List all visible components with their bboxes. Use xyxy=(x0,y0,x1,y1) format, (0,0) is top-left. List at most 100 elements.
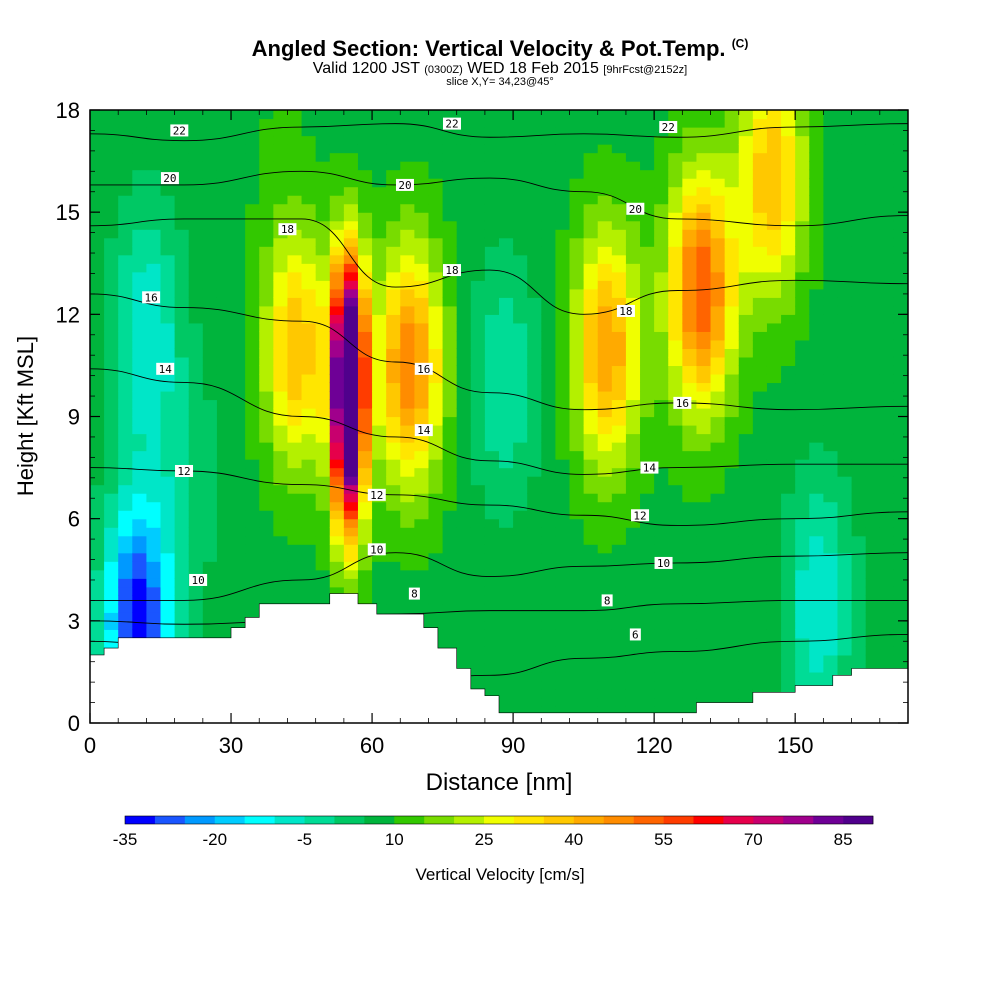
velocity-cell xyxy=(372,246,387,256)
velocity-cell xyxy=(569,152,585,162)
velocity-cell xyxy=(752,654,768,665)
velocity-cell xyxy=(823,305,839,315)
velocity-cell xyxy=(132,271,148,281)
velocity-cell xyxy=(513,688,528,699)
velocity-cell xyxy=(104,203,119,213)
velocity-cell xyxy=(273,271,289,281)
velocity-cell xyxy=(357,237,373,247)
velocity-cell xyxy=(640,305,655,315)
velocity-cell xyxy=(823,561,839,571)
velocity-cell xyxy=(851,288,867,298)
velocity-cell xyxy=(823,459,839,469)
velocity-cell xyxy=(893,629,908,639)
velocity-cell xyxy=(231,356,246,367)
velocity-cell xyxy=(738,569,754,579)
velocity-cell xyxy=(823,220,839,230)
velocity-cell xyxy=(456,561,472,571)
velocity-cell xyxy=(287,322,303,332)
velocity-cell xyxy=(386,229,401,239)
velocity-cell xyxy=(456,390,472,401)
velocity-cell xyxy=(879,271,895,281)
velocity-cell xyxy=(273,169,289,179)
velocity-cell xyxy=(597,246,613,256)
velocity-cell xyxy=(640,271,655,281)
velocity-cell xyxy=(174,178,190,188)
velocity-cell xyxy=(357,152,373,162)
velocity-cell xyxy=(611,144,627,154)
velocity-cell xyxy=(696,382,712,392)
velocity-cell xyxy=(851,442,867,452)
velocity-cell xyxy=(527,254,542,264)
velocity-cell xyxy=(752,535,768,545)
velocity-cell xyxy=(823,450,839,460)
velocity-cell xyxy=(879,390,895,401)
velocity-cell xyxy=(104,322,119,332)
velocity-cell xyxy=(442,569,458,579)
velocity-cell xyxy=(301,331,317,341)
velocity-cell xyxy=(851,501,867,511)
velocity-cell xyxy=(823,527,839,537)
velocity-cell xyxy=(809,637,824,647)
velocity-cell xyxy=(513,178,528,188)
velocity-cell xyxy=(640,135,655,145)
velocity-cell xyxy=(865,220,881,230)
velocity-cell xyxy=(442,237,458,247)
velocity-cell xyxy=(668,280,683,290)
velocity-cell xyxy=(456,356,472,367)
velocity-cell xyxy=(611,518,627,528)
velocity-cell xyxy=(301,425,317,435)
velocity-cell xyxy=(583,535,599,545)
velocity-cell xyxy=(696,152,712,162)
velocity-cell xyxy=(301,501,317,511)
velocity-cell xyxy=(597,671,613,682)
velocity-cell xyxy=(724,220,740,230)
velocity-cell xyxy=(668,152,683,162)
velocity-cell xyxy=(597,705,613,716)
velocity-cell xyxy=(90,339,105,349)
velocity-cell xyxy=(202,127,218,137)
velocity-cell xyxy=(865,169,881,179)
velocity-cell xyxy=(611,637,627,647)
colorbar-swatch xyxy=(723,816,754,824)
velocity-cell xyxy=(231,322,246,332)
velocity-cell xyxy=(527,544,542,554)
velocity-cell xyxy=(160,280,176,290)
velocity-cell xyxy=(724,263,740,273)
velocity-cell xyxy=(160,476,176,486)
velocity-cell xyxy=(795,433,810,443)
velocity-cell xyxy=(654,493,669,503)
velocity-cell xyxy=(456,518,472,528)
contour-label: 22 xyxy=(662,121,675,134)
velocity-cell xyxy=(738,544,754,554)
velocity-cell xyxy=(597,569,613,579)
velocity-cell xyxy=(625,552,641,562)
velocity-cell xyxy=(357,399,373,409)
velocity-cell xyxy=(710,305,726,315)
velocity-cell xyxy=(456,331,472,341)
velocity-cell xyxy=(160,407,176,418)
velocity-cell xyxy=(160,339,176,349)
theta-contour-16 xyxy=(90,293,908,411)
velocity-cell xyxy=(343,220,359,230)
velocity-cell xyxy=(625,271,641,281)
velocity-cell xyxy=(569,331,585,341)
velocity-cell xyxy=(823,407,839,418)
velocity-cell xyxy=(513,518,528,528)
velocity-cell xyxy=(513,425,528,435)
velocity-cell xyxy=(118,297,133,307)
velocity-cell xyxy=(569,161,585,171)
velocity-cell xyxy=(442,637,458,647)
velocity-cell xyxy=(513,254,528,264)
velocity-cell xyxy=(865,416,881,426)
velocity-cell xyxy=(400,195,415,205)
velocity-cell xyxy=(484,288,500,298)
velocity-cell xyxy=(710,186,726,196)
velocity-cell xyxy=(231,373,246,384)
velocity-cell xyxy=(329,510,345,520)
velocity-cell xyxy=(583,390,599,401)
velocity-cell xyxy=(583,161,599,171)
velocity-cell xyxy=(625,467,641,477)
velocity-cell xyxy=(428,390,444,401)
velocity-cell xyxy=(456,603,472,613)
contour-label-bg xyxy=(367,488,386,501)
